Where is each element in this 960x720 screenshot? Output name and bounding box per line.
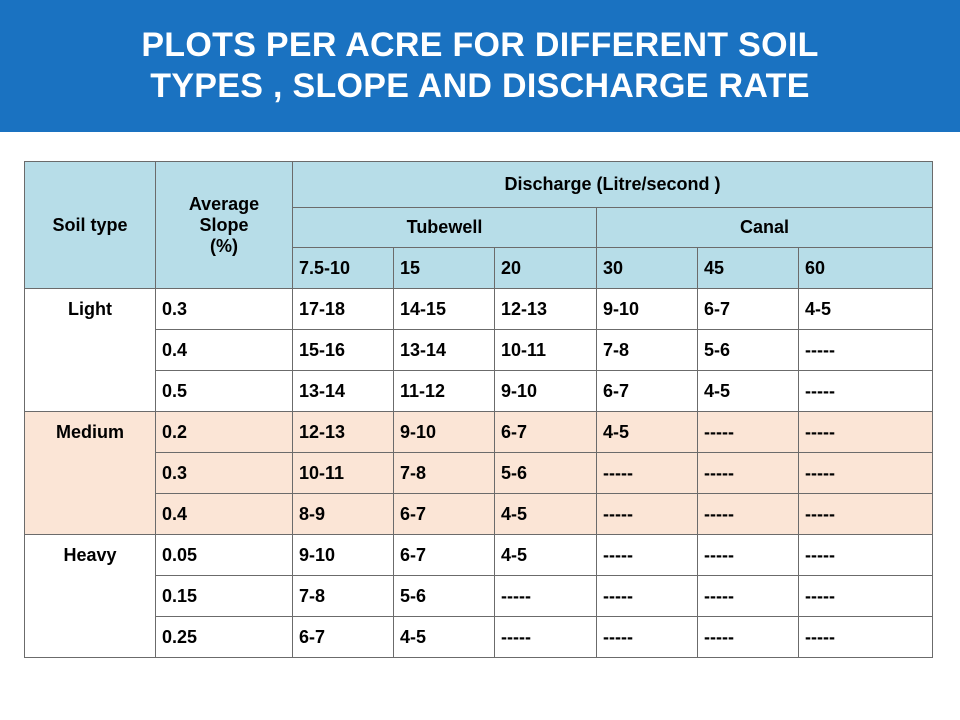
header-rate-2: 20: [494, 247, 597, 289]
table-row: 0.25 6-7 4-5 ----- ----- ----- -----: [25, 616, 934, 658]
table-row: Light 0.3 17-18 14-15 12-13 9-10 6-7 4-5: [24, 288, 934, 412]
plots-value-cell: -----: [797, 452, 934, 494]
slope-cell: 0.25: [155, 616, 293, 658]
table-row: 0.3 10-11 7-8 5-6 ----- ----- -----: [25, 452, 934, 494]
plots-value-cell: 6-7: [393, 493, 495, 535]
plots-value-cell: 5-6: [494, 452, 597, 494]
header-discharge: Discharge (Litre/second ): [291, 161, 934, 208]
plots-value-cell: 6-7: [596, 370, 698, 412]
plots-value-cell: 6-7: [393, 534, 495, 576]
plots-value-cell: -----: [797, 411, 934, 453]
page-title: PLOTS PER ACRE FOR DIFFERENT SOIL TYPES …: [141, 25, 818, 107]
plots-value-cell: 6-7: [697, 288, 799, 330]
header-rate-0: 7.5-10: [292, 247, 394, 289]
slope-cell: 0.15: [155, 575, 293, 617]
plots-value-cell: -----: [697, 493, 799, 535]
table-row: Medium 0.2 12-13 9-10 6-7 4-5 ----- -----: [24, 411, 934, 535]
soil-type-cell: Medium: [24, 411, 156, 535]
plots-value-cell: -----: [797, 370, 934, 412]
plots-value-cell: 4-5: [494, 534, 597, 576]
plots-value-cell: -----: [494, 575, 597, 617]
plots-value-cell: -----: [797, 616, 934, 658]
header-rate-5: 60: [797, 247, 934, 289]
plots-value-cell: 9-10: [292, 534, 394, 576]
plots-per-acre-table: Soil type Average Slope (%) Discharge (L…: [24, 161, 934, 658]
plots-value-cell: -----: [596, 575, 698, 617]
header-average-slope-line-3: (%): [210, 235, 238, 256]
plots-value-cell: -----: [494, 616, 597, 658]
plots-value-cell: 17-18: [292, 288, 394, 330]
plots-value-cell: 12-13: [494, 288, 597, 330]
plots-value-cell: 9-10: [494, 370, 597, 412]
table-row: 0.15 7-8 5-6 ----- ----- ----- -----: [25, 575, 934, 617]
title-line-2: TYPES , SLOPE AND DISCHARGE RATE: [150, 67, 810, 105]
soil-type-cell: Heavy: [24, 534, 156, 658]
slope-cell: 0.4: [155, 329, 293, 371]
plots-value-cell: 11-12: [393, 370, 495, 412]
plots-value-cell: 13-14: [292, 370, 394, 412]
plots-value-cell: 10-11: [292, 452, 394, 494]
table-row: Heavy 0.05 9-10 6-7 4-5 ----- ----- -----: [24, 534, 934, 658]
slope-cell: 0.3: [155, 288, 293, 330]
plots-value-cell: 13-14: [393, 329, 495, 371]
plots-value-cell: 5-6: [393, 575, 495, 617]
plots-value-cell: 4-5: [494, 493, 597, 535]
plots-value-cell: 15-16: [292, 329, 394, 371]
plots-value-cell: -----: [596, 493, 698, 535]
slope-cell: 0.2: [155, 411, 293, 453]
header-rate-3: 30: [596, 247, 698, 289]
slope-cell: 0.5: [155, 370, 293, 412]
slope-cell: 0.05: [155, 534, 293, 576]
soil-type-cell: Light: [24, 288, 156, 412]
plots-value-cell: 4-5: [596, 411, 698, 453]
plots-value-cell: 10-11: [494, 329, 597, 371]
plots-value-cell: -----: [596, 452, 698, 494]
plots-value-cell: -----: [797, 493, 934, 535]
title-line-1: PLOTS PER ACRE FOR DIFFERENT SOIL: [141, 26, 819, 64]
plots-value-cell: -----: [797, 575, 934, 617]
plots-value-cell: -----: [697, 452, 799, 494]
plots-value-cell: 4-5: [393, 616, 495, 658]
header-soil-type: Soil type: [24, 161, 156, 289]
plots-value-cell: 7-8: [596, 329, 698, 371]
plots-value-cell: 14-15: [393, 288, 495, 330]
plots-value-cell: -----: [697, 534, 799, 576]
plots-value-cell: -----: [797, 329, 934, 371]
table-row: 0.5 13-14 11-12 9-10 6-7 4-5 -----: [25, 370, 934, 412]
plots-value-cell: 7-8: [292, 575, 394, 617]
plots-value-cell: -----: [797, 534, 934, 576]
plots-value-cell: -----: [697, 616, 799, 658]
slope-cell: 0.4: [155, 493, 293, 535]
table-row: 0.4 8-9 6-7 4-5 ----- ----- -----: [25, 493, 934, 535]
plots-value-cell: -----: [697, 411, 799, 453]
plots-value-cell: 12-13: [292, 411, 394, 453]
table-row: 0.4 15-16 13-14 10-11 7-8 5-6 -----: [25, 329, 934, 371]
plots-value-cell: 7-8: [393, 452, 495, 494]
plots-value-cell: 5-6: [697, 329, 799, 371]
header-average-slope-line-1: Average: [188, 193, 260, 214]
plots-value-cell: 4-5: [697, 370, 799, 412]
header-average-slope-line-2: Slope: [199, 214, 249, 235]
header-rate-1: 15: [393, 247, 495, 289]
plots-value-cell: 9-10: [596, 288, 698, 330]
header-canal: Canal: [595, 207, 934, 248]
header-tubewell: Tubewell: [292, 207, 597, 248]
plots-value-cell: -----: [596, 534, 698, 576]
plots-value-cell: 9-10: [393, 411, 495, 453]
plots-value-cell: 6-7: [292, 616, 394, 658]
header-rate-4: 45: [697, 247, 799, 289]
plots-value-cell: -----: [596, 616, 698, 658]
plots-value-cell: -----: [697, 575, 799, 617]
slope-cell: 0.3: [155, 452, 293, 494]
plots-value-cell: 6-7: [494, 411, 597, 453]
plots-value-cell: 8-9: [292, 493, 394, 535]
plots-value-cell: 4-5: [797, 288, 934, 330]
title-banner: PLOTS PER ACRE FOR DIFFERENT SOIL TYPES …: [0, 0, 960, 132]
header-average-slope: Average Slope (%): [155, 161, 293, 289]
